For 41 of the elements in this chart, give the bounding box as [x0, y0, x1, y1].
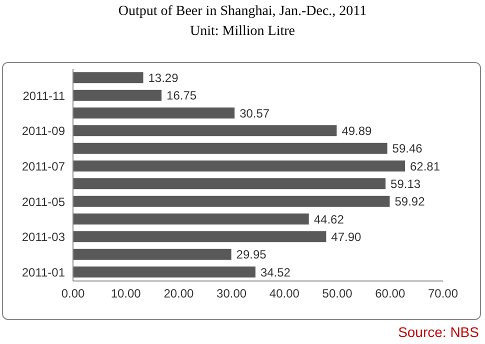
x-tick-label: 50.00: [322, 286, 353, 301]
chart-title: Output of Beer in Shanghai, Jan.-Dec., 2011: [117, 3, 368, 21]
data-label: 49.89: [342, 124, 372, 138]
x-tick-label: 40.00: [269, 286, 300, 301]
bar: [73, 72, 144, 84]
data-label: 29.95: [236, 248, 267, 262]
data-label: 13.29: [148, 70, 179, 85]
bar: [73, 178, 386, 190]
bar: [73, 142, 388, 154]
bar: [73, 125, 337, 136]
y-tick-label: 2011-03: [22, 230, 66, 244]
x-tick-label: 70.00: [428, 286, 458, 301]
y-tick-label: 2011-05: [22, 194, 66, 209]
bar: [73, 108, 235, 119]
source-note: Source: NBS: [398, 324, 479, 340]
y-tick-label: 2011-09: [22, 124, 66, 138]
data-label: 34.52: [260, 265, 291, 280]
x-tick-label: 30.00: [216, 286, 247, 301]
data-label: 44.62: [314, 212, 344, 226]
chart-subtitle: Unit: Million Litre: [189, 23, 296, 41]
data-label: 59.13: [390, 176, 421, 191]
data-label: 59.92: [394, 194, 426, 209]
bar: [73, 90, 162, 101]
y-tick-label: 2011-01: [22, 265, 66, 280]
bar: [73, 214, 309, 225]
bar: [73, 266, 256, 278]
bar: [73, 231, 326, 242]
y-tick-label: 2011-11: [22, 88, 66, 103]
data-label: 59.46: [392, 142, 423, 156]
y-tick-label: 2011-07: [22, 159, 66, 174]
data-label: 47.90: [331, 230, 362, 244]
data-label: 30.57: [240, 106, 270, 120]
bar: [73, 248, 232, 260]
data-label: 62.81: [410, 159, 440, 174]
x-tick-label: 20.00: [164, 286, 194, 301]
x-tick-label: 0.00: [61, 286, 85, 301]
x-tick-label: 60.00: [375, 286, 406, 301]
bar: [73, 160, 405, 172]
x-tick-label: 10.00: [110, 286, 142, 301]
bar: [73, 196, 390, 207]
data-label: 16.75: [166, 88, 197, 103]
